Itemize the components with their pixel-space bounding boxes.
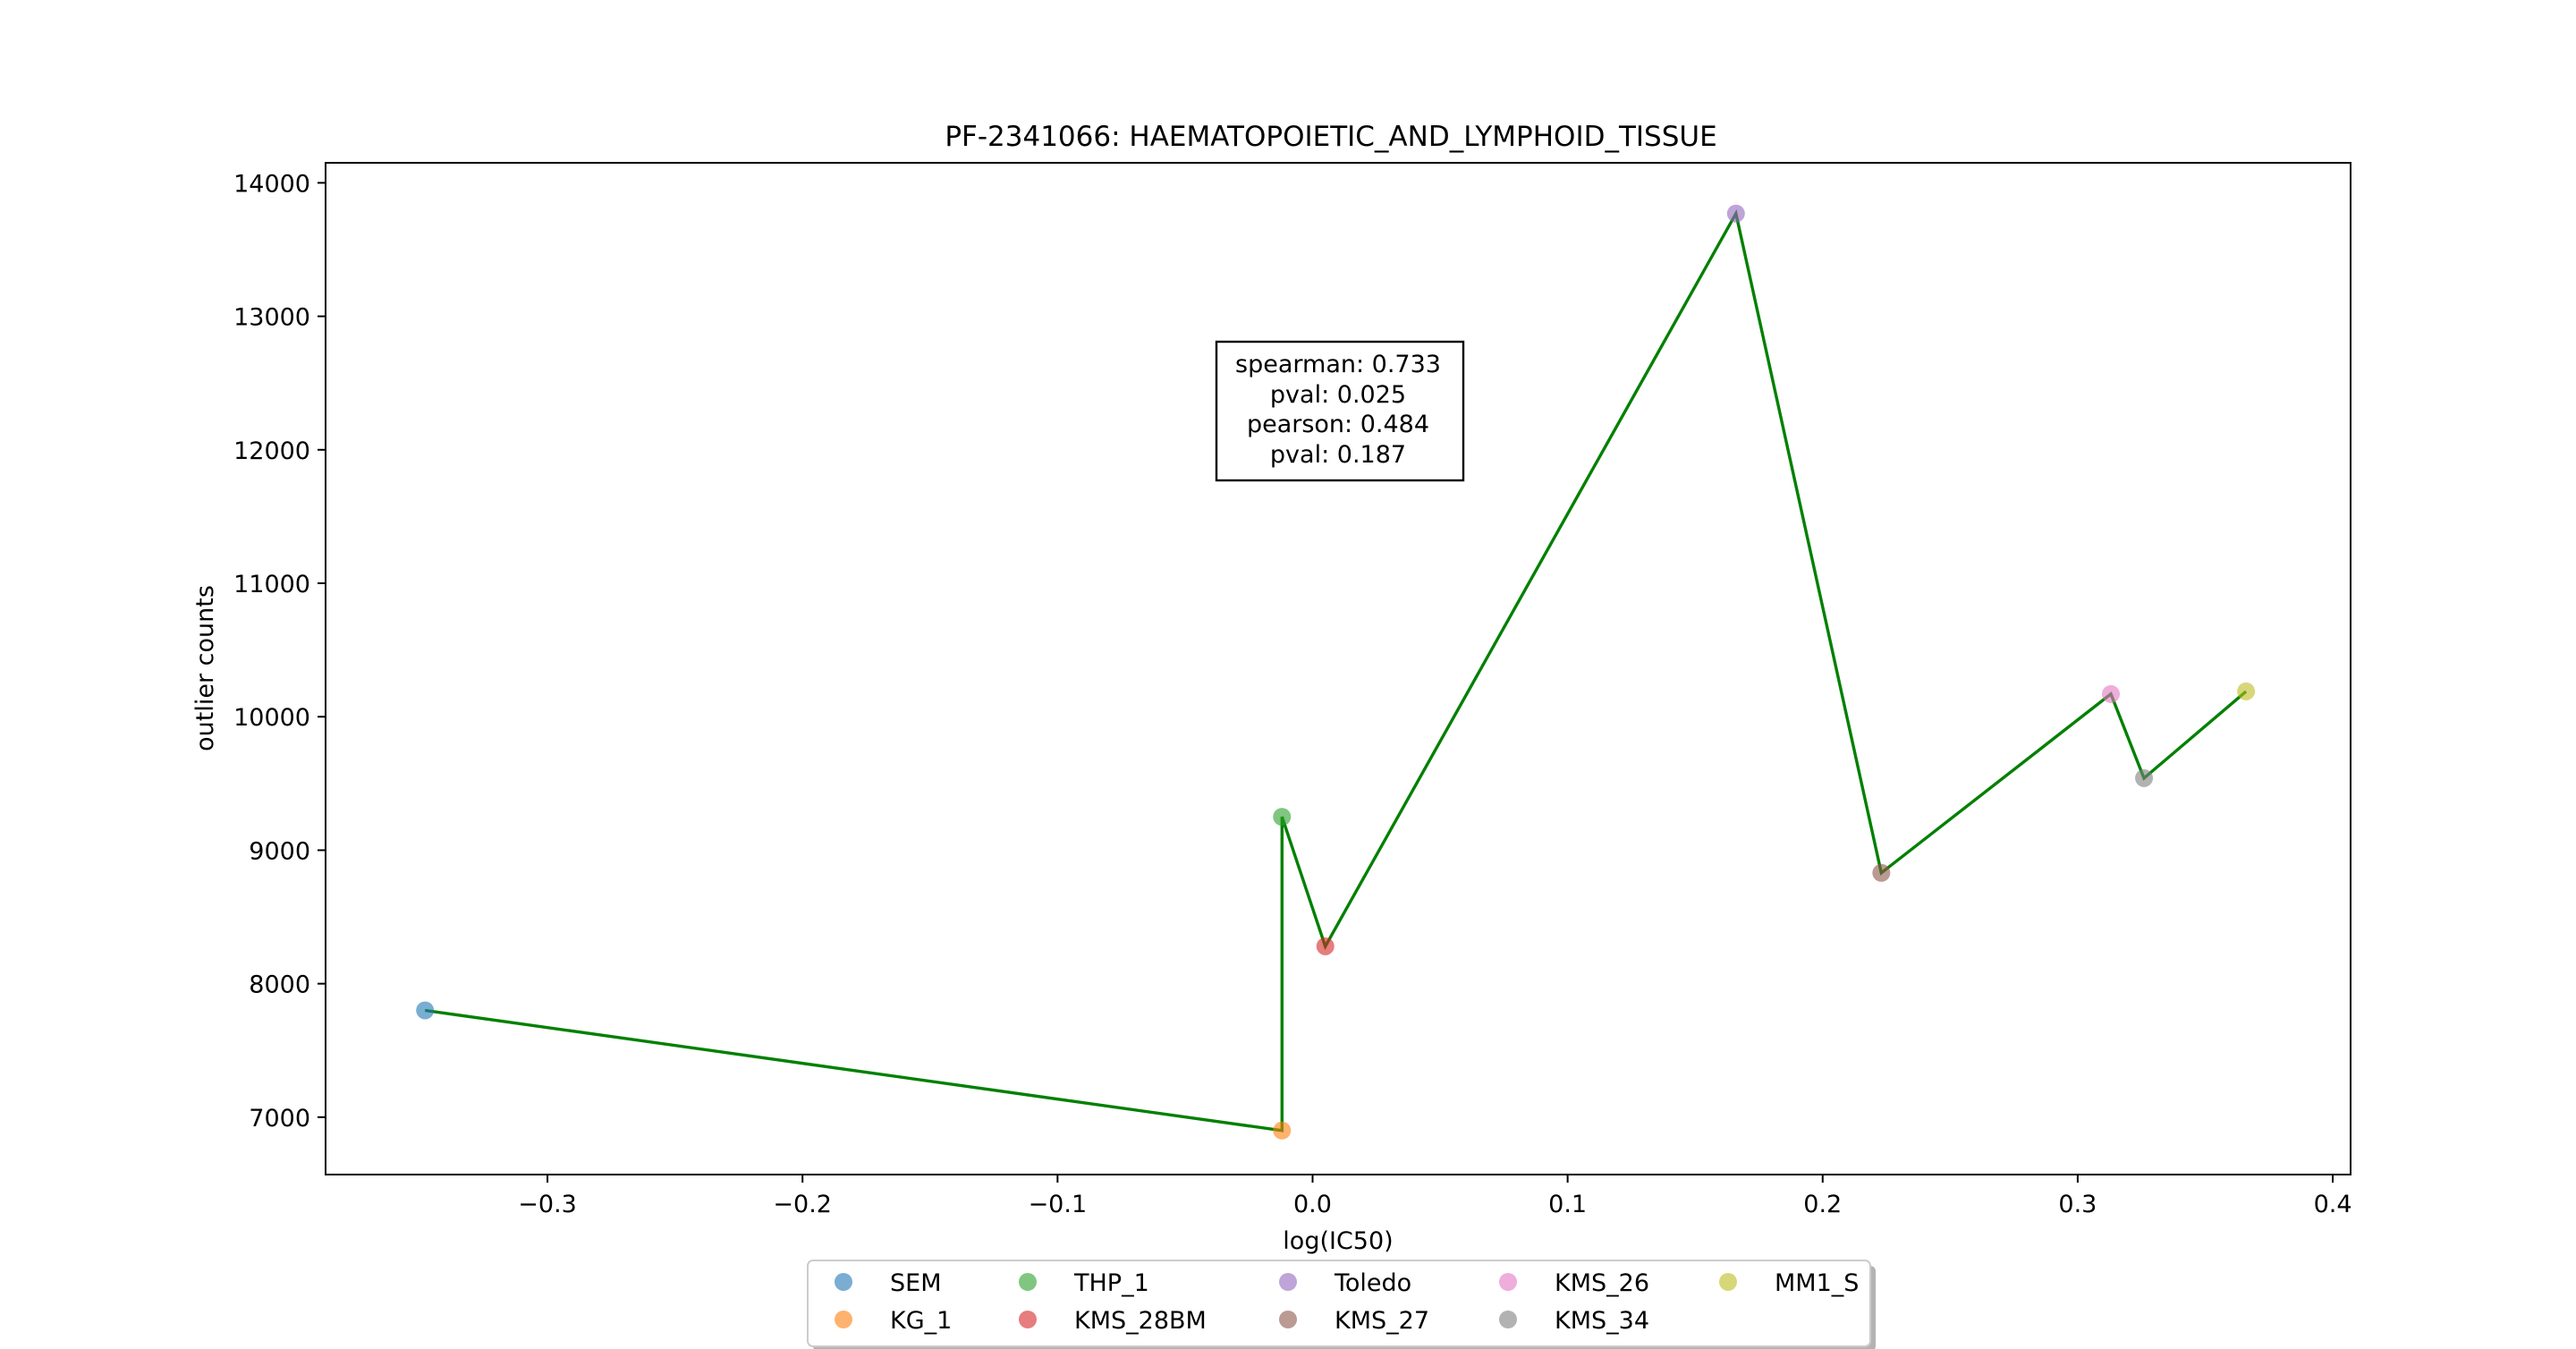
x-axis-label: log(IC50) (1283, 1227, 1393, 1255)
point-kms-27 (1872, 863, 1891, 882)
y-tick-label: 11000 (233, 571, 310, 598)
stats-annotation: spearman: 0.733 pval: 0.025 pearson: 0.4… (1215, 340, 1465, 482)
legend-label-kms-34: KMS_34 (1555, 1307, 1649, 1335)
y-axis-label: outlier counts (191, 585, 219, 751)
legend: SEM KG_1 THP_1 KMS_28BM Toledo KMS_27 KMS_26 KM… (807, 1260, 1876, 1349)
legend-label-kms-28bm: KMS_28BM (1074, 1307, 1207, 1335)
x-axis: −0.3 −0.2 −0.1 0.0 0.1 0.2 0.3 0.4 (518, 1175, 2352, 1218)
legend-label-kms-26: KMS_26 (1555, 1269, 1649, 1297)
x-tick-label: 0.2 (1803, 1191, 1842, 1218)
point-mm1-s (2237, 682, 2256, 700)
legend-marker-kms-34 (1499, 1311, 1517, 1328)
legend-label-kg-1: KG_1 (890, 1307, 952, 1335)
x-tick-label: −0.1 (1029, 1191, 1088, 1218)
annotation-line-spearman: spearman: 0.733 (1235, 351, 1441, 378)
y-tick-label: 9000 (249, 837, 310, 865)
x-tick-label: 0.3 (2058, 1191, 2097, 1218)
legend-marker-kg-1 (835, 1311, 852, 1328)
point-kms-34 (2135, 768, 2154, 787)
chart-title: PF-2341066: HAEMATOPOIETIC_AND_LYMPHOID_… (945, 121, 1716, 153)
legend-marker-kms-27 (1279, 1311, 1297, 1328)
x-tick-label: 0.0 (1293, 1191, 1332, 1218)
point-kg-1 (1273, 1121, 1292, 1140)
legend-label-toledo: Toledo (1334, 1269, 1411, 1297)
y-tick-label: 12000 (233, 437, 310, 465)
legend-items: SEM KG_1 THP_1 KMS_28BM Toledo KMS_27 KMS_26 KM… (835, 1269, 1859, 1335)
legend-label-kms-27: KMS_27 (1335, 1307, 1429, 1335)
point-kms-28bm (1316, 937, 1335, 955)
legend-box (807, 1260, 1871, 1347)
y-tick-label: 8000 (249, 971, 310, 999)
annotation-line-pearson: pearson: 0.484 (1247, 411, 1429, 438)
legend-marker-mm1-s (1719, 1273, 1737, 1291)
legend-label-mm1-s: MM1_S (1775, 1269, 1859, 1297)
x-tick-label: 0.4 (2314, 1191, 2352, 1218)
x-tick-label: −0.3 (518, 1191, 577, 1218)
point-kms-26 (2101, 684, 2120, 703)
legend-label-thp-1: THP_1 (1073, 1269, 1149, 1297)
y-tick-label: 7000 (249, 1105, 310, 1133)
y-tick-label: 10000 (233, 704, 310, 732)
annotation-line-pval-1: pval: 0.025 (1270, 381, 1406, 409)
legend-marker-thp-1 (1019, 1273, 1037, 1291)
data-points (416, 204, 2256, 1140)
y-axis: 7000 8000 9000 10000 11000 12000 13000 14000 (233, 170, 326, 1133)
legend-label-sem: SEM (890, 1269, 942, 1297)
legend-marker-kms-26 (1499, 1273, 1517, 1291)
point-thp-1 (1273, 808, 1292, 827)
point-toledo (1726, 204, 1745, 223)
plot-area (325, 162, 2351, 1175)
y-tick-label: 14000 (233, 170, 310, 198)
annotation-line-pval-2: pval: 0.187 (1270, 441, 1406, 469)
legend-marker-toledo (1279, 1273, 1297, 1291)
y-tick-label: 13000 (233, 304, 310, 332)
legend-marker-sem (835, 1273, 852, 1291)
annotation-box (1215, 340, 1465, 482)
legend-marker-kms-28bm (1019, 1311, 1037, 1328)
x-tick-label: −0.2 (773, 1191, 832, 1218)
point-sem (416, 1001, 435, 1020)
x-tick-label: 0.1 (1548, 1191, 1587, 1218)
